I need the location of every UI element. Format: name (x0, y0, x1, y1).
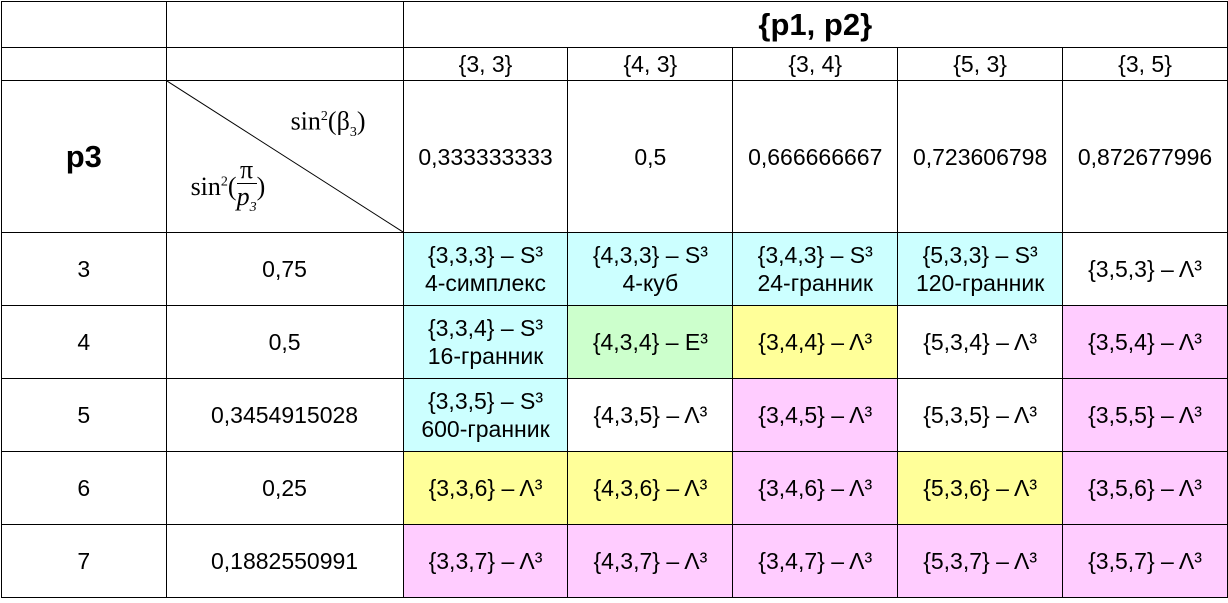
column-header: {4, 3} (567, 47, 734, 81)
polytope-cell: {3,3,6} – Λ³ (402, 451, 569, 525)
p3-value: 7 (1, 524, 167, 598)
polytope-cell: {4,3,7} – Λ³ (567, 524, 734, 598)
polytope-cell: {3,5,3} – Λ³ (1062, 232, 1228, 306)
diagonal-line (167, 81, 403, 232)
schlafli-symbol: {5,3,6} – Λ³ (923, 475, 1038, 501)
schlafli-symbol: {3,5,6} – Λ³ (1088, 475, 1202, 501)
polytope-cell: {3,4,4} – Λ³ (732, 305, 899, 379)
sin2-pi-over-p3-formula: sin2(π p3) (190, 155, 266, 216)
schlafli-symbol: {3,4,4} – Λ³ (758, 329, 873, 355)
schlafli-symbol: {3,4,5} – Λ³ (758, 402, 873, 428)
polytope-name: 4-куб (622, 270, 679, 296)
schlafli-symbol: {5,3,7} – Λ³ (923, 548, 1038, 574)
polytope-cell: {5,3,4} – Λ³ (897, 305, 1064, 379)
polytope-name: 24-гранник (757, 270, 873, 296)
schlafli-symbol: {3,3,5} – S³ (427, 388, 544, 414)
schlafli-symbol: {4,3,6} – Λ³ (593, 475, 708, 501)
blank-cell (1, 47, 167, 81)
sin2pi-value: 0,5 (165, 305, 404, 379)
polytope-cell: {3,5,5} – Λ³ (1062, 378, 1228, 452)
schlafli-symbol: {3,3,6} – Λ³ (428, 475, 543, 501)
polytope-cell: {5,3,3} – S³ 120-гранник (897, 232, 1064, 306)
p1p2-header: {p1, p2} (402, 1, 1228, 48)
p3-value: 5 (1, 378, 167, 452)
polytope-cell: {4,3,3} – S³ 4-куб (567, 232, 734, 306)
polytope-name: 600-гранник (421, 416, 550, 442)
polytope-cell: {4,3,6} – Λ³ (567, 451, 734, 525)
sin2-beta3-formula: sin2(β3) (290, 106, 366, 140)
schlafli-symbol: {5,3,5} – Λ³ (923, 402, 1038, 428)
schlafli-symbol: {3,5,4} – Λ³ (1088, 329, 1202, 355)
column-header: {3, 5} (1062, 47, 1228, 81)
polytope-cell: {4,3,5} – Λ³ (567, 378, 734, 452)
polytope-cell: {3,5,4} – Λ³ (1062, 305, 1228, 379)
schlafli-symbol: {3,5,7} – Λ³ (1088, 548, 1202, 574)
schlafli-symbol: {5,3,4} – Λ³ (923, 329, 1038, 355)
table-row: 5 0,3454915028 {3,3,5} – S³ 600-гранник {4,3… (1, 378, 1228, 452)
schlafli-symbol: {5,3,3} – S³ (922, 242, 1038, 268)
polytope-cell: {3,4,5} – Λ³ (732, 378, 899, 452)
table-body: 3 0,75 {3,3,3} – S³ 4-симплекс {4,3,3} – S³ 4… (1, 232, 1228, 598)
corner-cell (1, 1, 167, 48)
schlafli-symbol: {3,3,4} – S³ (427, 315, 544, 341)
table-row: 4 0,5 {3,3,4} – S³ 16-гранник {4,3,4} – E³ {3… (1, 305, 1228, 379)
polytope-cell: {3,4,7} – Λ³ (732, 524, 899, 598)
corner-cell-2 (165, 1, 404, 48)
polytope-cell: {5,3,5} – Λ³ (897, 378, 1064, 452)
p3-value: 6 (1, 451, 167, 525)
schlafli-symbol: {3,5,3} – Λ³ (1088, 256, 1202, 282)
column-header: {3, 3} (402, 47, 569, 81)
schlafli-symbol: {4,3,3} – S³ (592, 242, 708, 268)
p3-value: 4 (1, 305, 167, 379)
polytope-cell: {3,3,4} – S³ 16-гранник (402, 305, 569, 379)
polytope-cell: {3,5,6} – Λ³ (1062, 451, 1228, 525)
p3-header: p3 (1, 80, 167, 233)
sin2beta-value: 0,5 (567, 80, 734, 233)
schlafli-symbol: {4,3,5} – Λ³ (593, 402, 708, 428)
blank-cell (165, 47, 404, 81)
polytope-cell: {5,3,7} – Λ³ (897, 524, 1064, 598)
schlafli-symbol: {3,4,6} – Λ³ (758, 475, 873, 501)
sin2pi-value: 0,25 (165, 451, 404, 525)
polytope-name: 120-гранник (915, 270, 1045, 296)
polytope-cell: {3,3,5} – S³ 600-гранник (402, 378, 569, 452)
table-row: 3 0,75 {3,3,3} – S³ 4-симплекс {4,3,3} – S³ 4… (1, 232, 1228, 306)
sin2pi-value: 0,1882550991 (165, 524, 404, 598)
sin2beta-value: 0,666666667 (732, 80, 899, 233)
table-row: 6 0,25 {3,3,6} – Λ³ {4,3,6} – Λ³ {3,4,6} – Λ… (1, 451, 1228, 525)
sin2beta-value: 0,872677996 (1062, 80, 1228, 233)
schlafli-symbol: {3,3,3} – S³ (427, 242, 544, 268)
schlafli-symbol: {3,3,7} – Λ³ (428, 548, 543, 574)
formula-diagonal-cell: sin2(β3) sin2(π p3) (165, 80, 404, 233)
sin2pi-value: 0,3454915028 (165, 378, 404, 452)
sin2beta-value: 0,333333333 (402, 80, 569, 233)
polytope-cell: {3,4,6} – Λ³ (732, 451, 899, 525)
schlafli-symbol: {4,3,7} – Λ³ (593, 548, 708, 574)
polytope-cell: {3,3,7} – Λ³ (402, 524, 569, 598)
schlafli-symbol: {4,3,4} – E³ (592, 329, 708, 355)
sin2pi-value: 0,75 (165, 232, 404, 306)
polytope-cell: {4,3,4} – E³ (567, 305, 734, 379)
p3-value: 3 (1, 232, 167, 306)
polytope-cell: {3,5,7} – Λ³ (1062, 524, 1228, 598)
polytope-cell: {3,3,3} – S³ 4-симплекс (402, 232, 569, 306)
sin2beta-value: 0,723606798 (897, 80, 1064, 233)
polytope-cell: {3,4,3} – S³ 24-гранник (732, 232, 899, 306)
header-row-columns: {3, 3} {4, 3} {3, 4} {5, 3} {3, 5} (1, 47, 1228, 81)
polytope-name: 16-гранник (427, 343, 544, 369)
schlafli-symbol: {3,4,7} – Λ³ (758, 548, 873, 574)
header-row-sin: p3 sin2(β3) sin2(π p3) 0,333333333 0,5 0,… (1, 80, 1228, 233)
schlafli-symbol: {3,5,5} – Λ³ (1088, 402, 1202, 428)
column-header: {5, 3} (897, 47, 1064, 81)
schlafli-symbol: {3,4,3} – S³ (757, 242, 873, 268)
table-row: 7 0,1882550991 {3,3,7} – Λ³ {4,3,7} – Λ³ {3,… (1, 524, 1228, 598)
polytope-cell: {5,3,6} – Λ³ (897, 451, 1064, 525)
header-row-top: {p1, p2} (1, 1, 1228, 48)
column-header: {3, 4} (732, 47, 899, 81)
polytope-name: 4-симплекс (424, 270, 547, 296)
